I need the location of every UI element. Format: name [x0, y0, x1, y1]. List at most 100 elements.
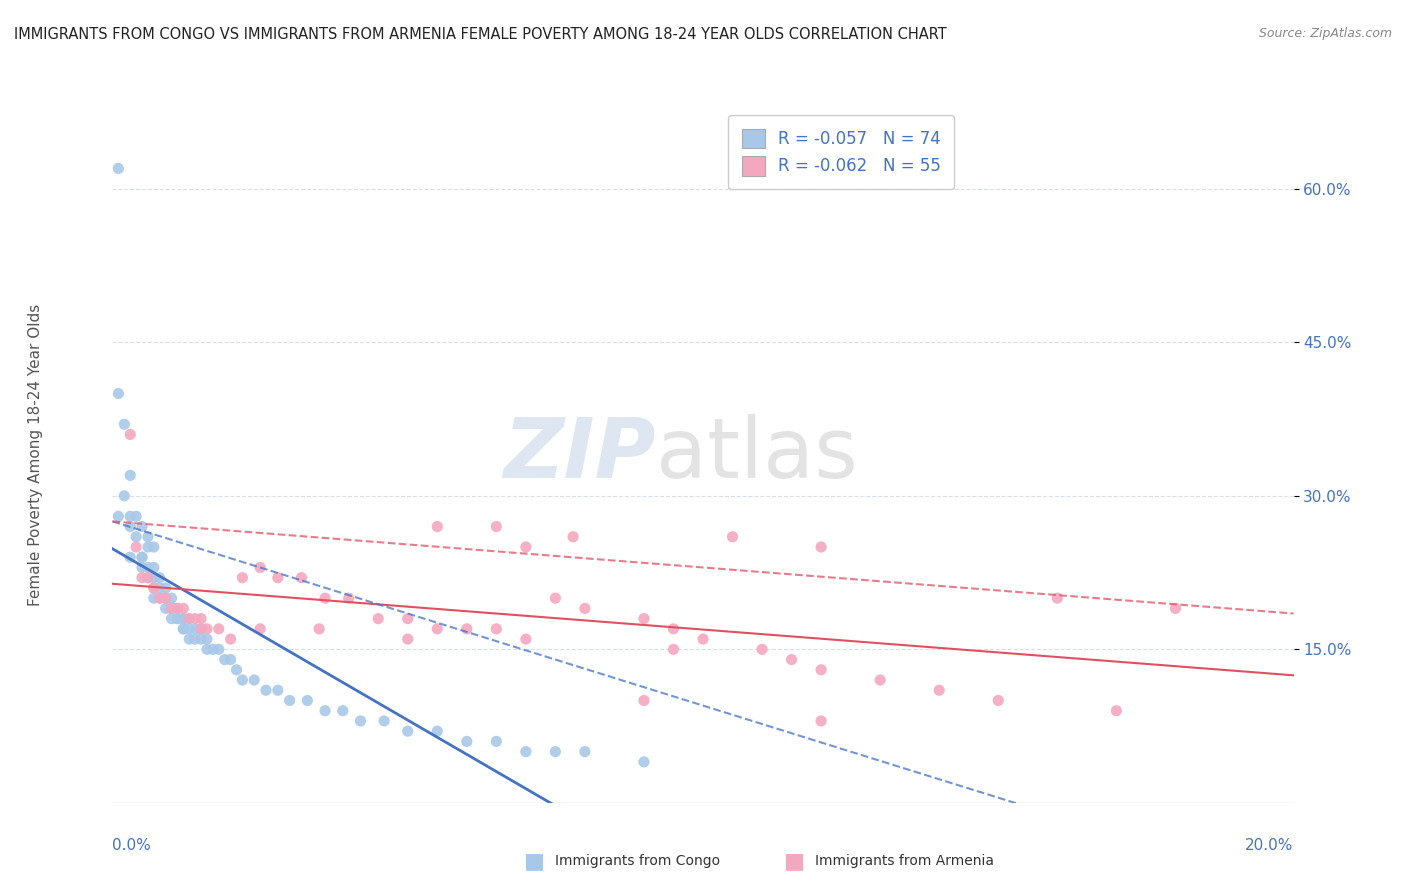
Point: [254, 683, 277, 698]
Point: [125, 540, 148, 554]
Point: [190, 612, 212, 626]
Point: [633, 755, 655, 769]
Point: [225, 663, 247, 677]
Point: [751, 642, 773, 657]
Point: [160, 601, 183, 615]
Point: [107, 161, 129, 176]
Point: [297, 693, 319, 707]
Point: [131, 560, 153, 574]
Text: IMMIGRANTS FROM CONGO VS IMMIGRANTS FROM ARMENIA FEMALE POVERTY AMONG 18-24 YEAR: IMMIGRANTS FROM CONGO VS IMMIGRANTS FROM…: [14, 27, 946, 42]
Point: [426, 724, 449, 739]
Point: [184, 632, 207, 646]
Point: [149, 571, 172, 585]
Point: [485, 734, 508, 748]
Point: [120, 468, 142, 483]
Point: [201, 642, 224, 657]
Point: [107, 386, 129, 401]
Point: [107, 509, 129, 524]
Point: [172, 612, 194, 626]
Point: [208, 642, 231, 657]
Point: [149, 591, 172, 606]
Point: [120, 519, 142, 533]
Point: [112, 417, 135, 432]
Point: [120, 427, 142, 442]
Point: [190, 622, 212, 636]
Point: [337, 591, 360, 606]
Point: [125, 509, 148, 524]
Y-axis label: Female Poverty Among 18-24 Year Olds: Female Poverty Among 18-24 Year Olds: [28, 304, 44, 606]
Point: [136, 571, 159, 585]
Point: [131, 519, 153, 533]
Point: [166, 612, 188, 626]
Point: [195, 622, 218, 636]
Point: [1046, 591, 1069, 606]
Point: [426, 519, 449, 533]
Text: ■: ■: [785, 851, 804, 871]
Point: [155, 581, 177, 595]
Point: [160, 612, 183, 626]
Text: ■: ■: [524, 851, 544, 871]
Point: [332, 704, 354, 718]
Point: [142, 571, 165, 585]
Point: [142, 560, 165, 574]
Point: [367, 612, 389, 626]
Point: [456, 734, 478, 748]
Point: [172, 601, 194, 615]
Point: [721, 530, 744, 544]
Point: [243, 673, 266, 687]
Point: [214, 652, 236, 666]
Point: [662, 642, 685, 657]
Point: [1164, 601, 1187, 615]
Point: [987, 693, 1010, 707]
Point: [131, 550, 153, 565]
Point: [112, 489, 135, 503]
Point: [574, 601, 596, 615]
Point: [485, 622, 508, 636]
Point: [515, 745, 537, 759]
Point: [249, 622, 271, 636]
Point: [166, 601, 188, 615]
Legend: R = -0.057   N = 74, R = -0.062   N = 55: R = -0.057 N = 74, R = -0.062 N = 55: [728, 115, 955, 189]
Point: [172, 622, 194, 636]
Point: [267, 683, 290, 698]
Point: [231, 673, 253, 687]
Point: [136, 530, 159, 544]
Point: [136, 560, 159, 574]
Point: [172, 612, 194, 626]
Point: [396, 612, 419, 626]
Point: [869, 673, 891, 687]
Point: [184, 612, 207, 626]
Point: [928, 683, 950, 698]
Point: [396, 632, 419, 646]
Point: [426, 622, 449, 636]
Point: [166, 601, 188, 615]
Point: [120, 550, 142, 565]
Text: Source: ZipAtlas.com: Source: ZipAtlas.com: [1258, 27, 1392, 40]
Point: [131, 571, 153, 585]
Point: [172, 622, 194, 636]
Point: [267, 571, 290, 585]
Text: 0.0%: 0.0%: [112, 838, 152, 853]
Point: [456, 622, 478, 636]
Point: [125, 530, 148, 544]
Point: [633, 693, 655, 707]
Point: [290, 571, 312, 585]
Point: [142, 581, 165, 595]
Point: [219, 632, 242, 646]
Point: [160, 601, 183, 615]
Text: 20.0%: 20.0%: [1246, 838, 1294, 853]
Point: [208, 622, 231, 636]
Point: [131, 550, 153, 565]
Point: [1105, 704, 1128, 718]
Point: [142, 591, 165, 606]
Text: ZIP: ZIP: [503, 415, 655, 495]
Point: [160, 601, 183, 615]
Point: [515, 540, 537, 554]
Text: atlas: atlas: [655, 415, 858, 495]
Point: [190, 622, 212, 636]
Point: [149, 581, 172, 595]
Point: [308, 622, 330, 636]
Point: [562, 530, 585, 544]
Point: [160, 601, 183, 615]
Point: [349, 714, 371, 728]
